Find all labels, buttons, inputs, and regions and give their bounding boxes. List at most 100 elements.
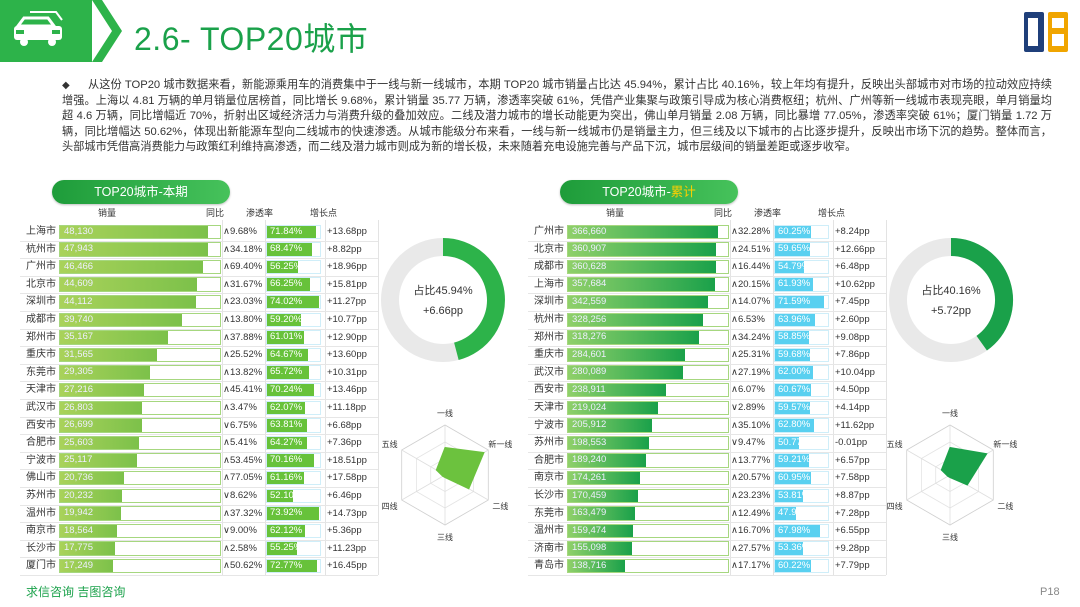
volume-bar (60, 313, 183, 326)
row-divider (528, 434, 886, 436)
growth-points: +9.28pp (835, 542, 870, 554)
volume-value: 328,256 (572, 313, 607, 325)
row-divider (528, 539, 886, 541)
row-divider (528, 416, 886, 418)
penetration-bar-track: 65.72% (266, 365, 321, 380)
penetration-bar (775, 260, 805, 274)
penetration-value: 62.00% (778, 366, 811, 378)
penetration-value: 63.96% (778, 313, 811, 325)
penetration-bar-track: 59.21% (774, 453, 829, 468)
volume-value: 44,112 (64, 295, 93, 307)
city-name: 上海市 (534, 278, 564, 290)
penetration-value: 59.21% (778, 454, 811, 466)
volume-bar (568, 225, 719, 238)
volume-bar (60, 225, 209, 238)
penetration-bar (775, 524, 820, 538)
volume-value: 39,740 (64, 313, 94, 325)
table-row: 合肥市 25,603 ∧5.41% 64.27% +7.36pp (20, 434, 380, 452)
penetration-bar (775, 366, 813, 379)
penetration-bar (775, 507, 797, 520)
penetration-bar (267, 295, 319, 309)
city-name: 广州市 (534, 226, 564, 237)
volume-bar-track: 18,564 (59, 523, 221, 539)
city-name: 成都市 (534, 261, 564, 273)
table-row: 成都市 360,628 ∧16.44% 54.79% +6.48pp (528, 258, 888, 276)
penetration-bar-track: 54.79% (774, 259, 829, 275)
volume-bar (60, 295, 196, 309)
penetration-value: 74.02% (270, 295, 303, 307)
volume-bar-track: 47,943 (59, 242, 221, 257)
yoy-value: ∨9.00% (223, 525, 257, 537)
penetration-value: 60.22% (778, 559, 811, 571)
penetration-value: 62.80% (778, 419, 811, 431)
volume-bar-track: 20,736 (59, 470, 221, 486)
penetration-bar (775, 348, 810, 362)
penetration-bar (267, 489, 294, 502)
growth-points: +10.62pp (835, 278, 875, 290)
penetration-bar (267, 436, 308, 450)
table-row: 重庆市 31,565 ∧25.52% 64.67% +13.60pp (20, 346, 380, 364)
table-row: 北京市 44,609 ∧31.67% 66.25% +15.81pp (20, 276, 380, 294)
row-divider (528, 311, 886, 312)
volume-value: 19,942 (64, 507, 94, 519)
growth-points: +11.62pp (835, 419, 875, 431)
yoy-value: ∧5.41% (223, 437, 257, 449)
volume-bar (568, 559, 625, 573)
table-row: 上海市 357,684 ∧20.15% 61.93% +10.62pp (528, 276, 888, 294)
volume-bar-track: 25,603 (59, 435, 221, 451)
penetration-bar-track: 62.07% (266, 400, 321, 415)
radar-axis-label: 四线 (382, 501, 398, 511)
penetration-value: 61.16% (270, 471, 303, 483)
column-divider (773, 220, 774, 575)
penetration-bar-track: 64.67% (266, 347, 321, 363)
penetration-value: 50.77% (778, 436, 811, 448)
volume-bar-track: 360,907 (567, 242, 729, 257)
logo-icon (1024, 12, 1068, 52)
column-divider (833, 220, 834, 575)
penetration-value: 53.81% (778, 489, 811, 501)
yoy-value: ∧34.18% (223, 243, 263, 255)
volume-value: 48,130 (64, 225, 94, 237)
yoy-value: ∧53.45% (223, 454, 263, 466)
row-divider (528, 522, 886, 524)
table-row: 西安市 26,699 ∨6.75% 63.81% +6.68pp (20, 417, 380, 435)
volume-value: 47,943 (64, 243, 94, 255)
donut-left-share: 占比45.94% (413, 285, 473, 297)
growth-points: +18.51pp (327, 454, 367, 466)
table-row: 杭州市 328,256 ∧6.53% 63.96% +2.60pp (528, 311, 888, 329)
table-row: 南京市 174,261 ∧20.57% 60.95% +7.58pp (528, 469, 888, 487)
volume-value: 17,775 (64, 542, 94, 554)
row-divider (20, 240, 378, 242)
volume-value: 155,098 (572, 542, 607, 554)
radar-axis-label: 二线 (997, 501, 1013, 511)
yoy-value: ∧37.32% (223, 507, 263, 519)
growth-points: +7.45pp (835, 296, 870, 308)
yoy-value: ∧77.05% (223, 472, 263, 484)
right-pill-label: TOP20城市- (602, 185, 671, 199)
growth-points: +7.86pp (835, 349, 870, 361)
volume-value: 163,479 (572, 507, 607, 519)
row-divider (528, 469, 886, 471)
penetration-bar-track: 71.84% (266, 224, 321, 239)
yoy-value: ∨6.75% (223, 419, 257, 431)
penetration-bar (775, 542, 803, 555)
car-icon (14, 11, 63, 46)
penetration-bar (267, 542, 297, 555)
growth-points: +12.66pp (835, 243, 875, 255)
row-divider (20, 557, 378, 559)
volume-value: 189,240 (572, 454, 607, 466)
growth-points: +6.48pp (835, 261, 870, 273)
yoy-value: ∧2.58% (223, 542, 257, 554)
growth-points: +18.96pp (327, 261, 367, 273)
row-divider (528, 293, 886, 295)
row-divider (20, 522, 378, 524)
city-name: 杭州市 (534, 314, 564, 325)
volume-value: 238,911 (572, 383, 606, 395)
table-row: 郑州市 318,276 ∧34.24% 58.85% +9.08pp (528, 329, 888, 347)
radar-axis-label: 四线 (887, 501, 903, 511)
radar-spoke (401, 474, 446, 501)
growth-points: +7.58pp (835, 472, 870, 484)
city-name: 杭州市 (26, 243, 56, 255)
table-row: 杭州市 47,943 ∧34.18% 68.47% +8.82pp (20, 241, 380, 259)
volume-bar-track: 238,911 (567, 382, 729, 398)
